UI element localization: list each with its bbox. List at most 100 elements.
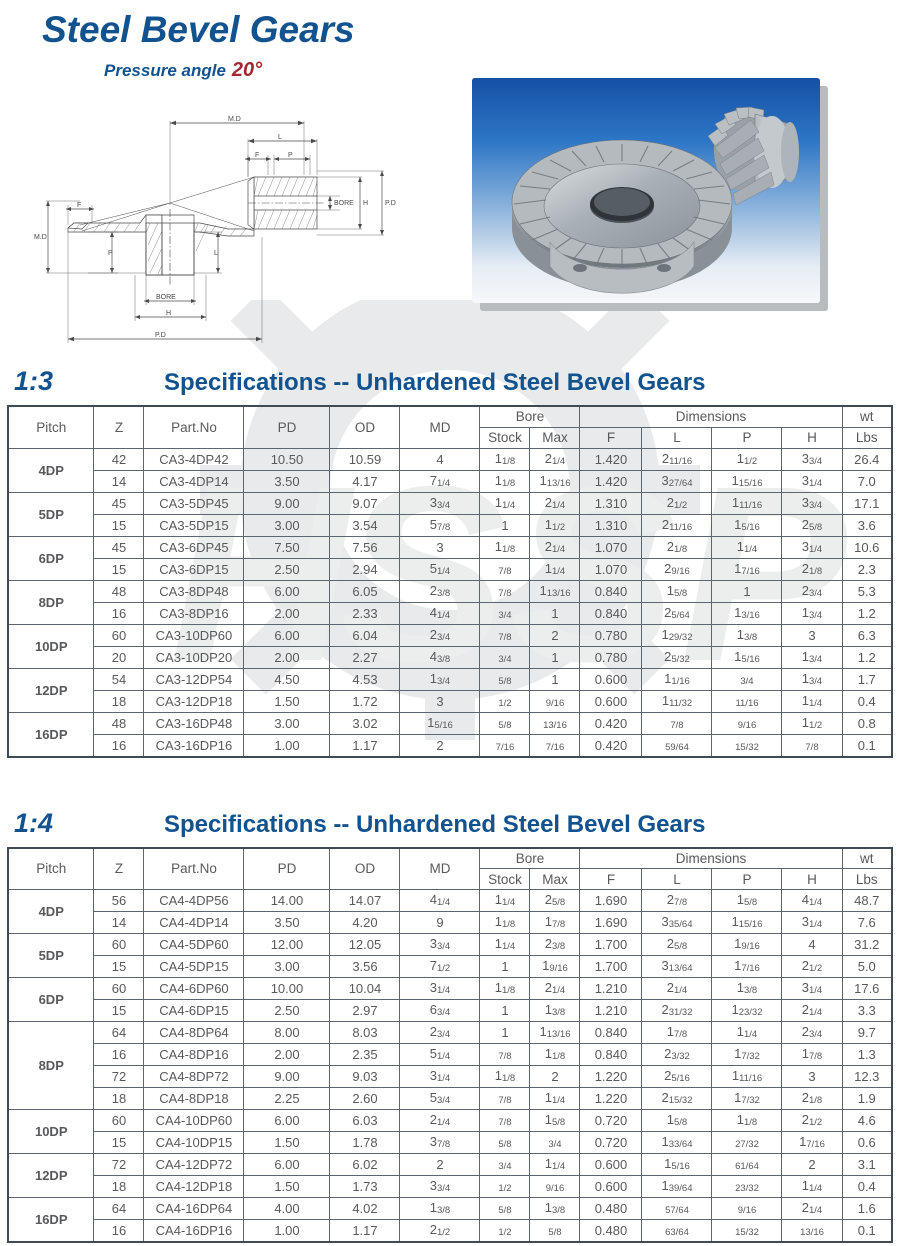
cell-wt: 10.6 [841,535,893,559]
header-row-top: Pitch Z Part.No PD OD MD Bore Dimensions… [7,405,893,449]
svg-text:H: H [363,200,368,207]
cell-z: 45 [93,535,145,559]
cell-l: 211/16 [641,447,713,471]
cell-wt: 26.4 [841,447,893,471]
bevel-gear-photo [472,78,820,303]
cell-md: 41/4 [399,601,481,625]
cell-bore-stock: 3/4 [479,1153,531,1176]
cell-md: 4 [399,447,481,471]
cell-l: 313/64 [641,955,713,978]
col-pd: PD [243,405,331,449]
cell-p: 15/32 [711,1219,783,1243]
section-ratio-1-4: 1:4 Specifications -- Unhardened Steel B… [0,808,900,1243]
cell-h: 17/16 [781,1131,843,1154]
cell-l: 7/8 [641,711,713,735]
cell-bore-max: 113/16 [529,1021,581,1044]
cell-pitch: 6DP [7,977,95,1022]
table-row: 14 CA3-4DP14 3.50 4.17 71/4 11/8 113/16 1.420 32… [8,469,893,493]
cell-md: 41/4 [399,889,481,912]
cell-l: 335/64 [641,911,713,934]
col-pitch: Pitch [7,405,95,449]
cell-h: 23/4 [781,579,843,603]
cell-pitch: 10DP [7,623,95,669]
cell-od: 9.07 [329,491,401,515]
cell-z: 18 [93,1087,145,1110]
col-od: OD [329,405,401,449]
col-md: MD [399,847,481,890]
cell-l: 15/8 [641,1109,713,1132]
cell-bore-max: 1 [529,667,581,691]
cell-bore-stock: 7/8 [479,623,531,647]
cell-z: 14 [93,469,145,493]
cell-md: 21/4 [399,1109,481,1132]
cell-pd: 4.50 [243,667,331,691]
cell-od: 8.03 [329,1021,401,1044]
cell-wt: 12.3 [841,1065,893,1088]
cell-part-no: CA3-10DP60 [143,623,245,647]
cell-l: 59/64 [641,733,713,757]
cell-h: 31/4 [781,977,843,1000]
cell-part-no: CA4-16DP16 [143,1219,245,1243]
table-row: 16 CA4-8DP16 2.00 2.35 51/4 7/8 11/8 0.840 23/32… [8,1043,893,1066]
cell-z: 16 [93,1219,145,1243]
col-group-bore: Bore [479,847,581,869]
cell-pd: 10.00 [243,977,331,1000]
cell-h: 3 [781,1065,843,1088]
cell-md: 23/8 [399,579,481,603]
cell-part-no: CA4-16DP64 [143,1197,245,1220]
cell-bore-stock: 5/8 [479,1197,531,1220]
cell-z: 15 [93,557,145,581]
cell-wt: 6.3 [841,623,893,647]
cell-bore-max: 7/16 [529,733,581,757]
cell-pd: 3.00 [243,711,331,735]
cell-z: 45 [93,491,145,515]
cell-pd: 3.50 [243,911,331,934]
cell-f: 1.700 [579,933,643,956]
cell-part-no: CA3-4DP14 [143,469,245,493]
cell-pd: 2.00 [243,601,331,625]
cell-z: 16 [93,733,145,757]
cell-wt: 3.1 [841,1153,893,1176]
cell-l: 21/8 [641,535,713,559]
cell-pd: 2.00 [243,645,331,669]
cell-part-no: CA3-16DP16 [143,733,245,757]
cell-h: 21/4 [781,1197,843,1220]
cell-bore-stock: 7/8 [479,557,531,581]
cell-p: 123/32 [711,999,783,1022]
cell-z: 15 [93,955,145,978]
cell-md: 37/8 [399,1131,481,1154]
cell-bore-max: 17/8 [529,911,581,934]
table-row: 10DP 60 CA4-10DP60 6.00 6.03 21/4 7/8 15/8 0.720… [7,1109,893,1154]
cell-f: 1.070 [579,557,643,581]
cell-z: 18 [93,1175,145,1198]
cell-pitch: 16DP [7,1197,95,1243]
cell-f: 1.210 [579,999,643,1022]
cell-z: 15 [93,999,145,1022]
cell-od: 1.17 [329,1219,401,1243]
cell-p: 15/32 [711,733,783,757]
cell-l: 21/2 [641,491,713,515]
cell-p: 11/8 [711,1109,783,1132]
cell-wt: 17.1 [841,491,893,515]
table-row: 16 CA3-16DP16 1.00 1.17 2 7/16 7/16 0.420 59/64 1… [8,733,893,757]
col-lbs: Lbs [841,868,893,890]
cell-f: 0.600 [579,667,643,691]
cell-l: 25/8 [641,933,713,956]
cell-p: 11/4 [711,1021,783,1044]
cell-part-no: CA3-6DP45 [143,535,245,559]
cell-f: 1.690 [579,911,643,934]
cell-l: 57/64 [641,1197,713,1220]
cell-p: 13/16 [711,601,783,625]
col-part-no: Part.No [143,405,245,449]
cell-bore-max: 9/16 [529,1175,581,1198]
cell-bore-max: 11/2 [529,513,581,537]
cell-bore-stock: 11/4 [479,491,531,515]
cell-wt: 1.7 [841,667,893,691]
section1-ratio: 1:3 [14,366,54,396]
cell-bore-max: 11/4 [529,1153,581,1176]
table-row: 18 CA4-8DP18 2.25 2.60 53/4 7/8 11/4 1.220 215/3… [8,1087,893,1110]
cell-p: 17/32 [711,1087,783,1110]
cell-h: 21/2 [781,955,843,978]
cell-p: 17/16 [711,955,783,978]
cell-md: 33/4 [399,933,481,956]
